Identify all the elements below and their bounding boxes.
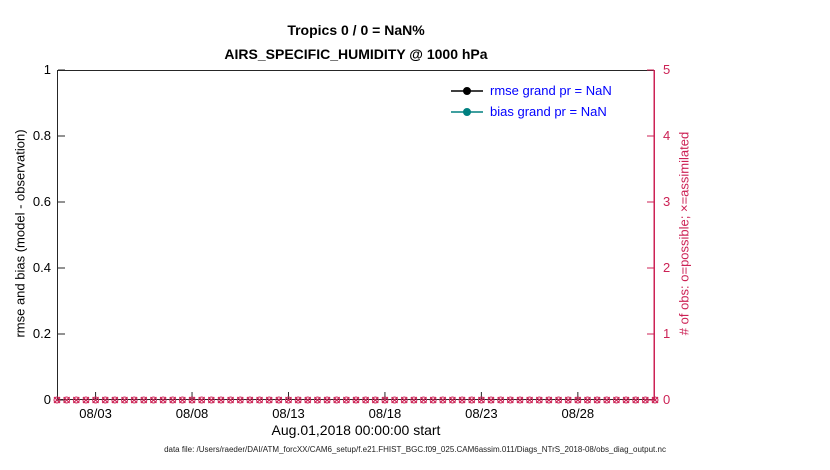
bias-line-sample [451, 107, 483, 116]
plot-title-line2: AIRS_SPECIFIC_HUMIDITY @ 1000 hPa [224, 46, 488, 62]
legend-label-rmse: rmse grand pr = NaN [490, 83, 612, 98]
plot-area [53, 69, 659, 404]
y-axis-label-left: rmse and bias (model - observation) [12, 129, 28, 338]
obs-assimilated-markers [53, 396, 659, 404]
y-tick-label-left: 1 [43, 62, 51, 77]
obs-possible-markers [53, 396, 659, 404]
y-tick-label-left: 0.8 [32, 128, 51, 143]
y-tick-label-right: 0 [663, 392, 671, 407]
y-tick-label-right: 5 [663, 62, 671, 77]
data-file-path: data file: /Users/raeder/DAI/ATM_forcXX/… [164, 445, 666, 454]
y-tick-label-right: 4 [663, 128, 671, 143]
legend-label-bias: bias grand pr = NaN [490, 104, 607, 119]
x-tick-label: 08/13 [272, 406, 305, 421]
tick-marks [58, 69, 654, 401]
x-tick-label: 08/28 [561, 406, 595, 421]
y-tick-label-left: 0.6 [32, 194, 51, 209]
rmse-line-sample [451, 86, 483, 95]
legend: rmse grand pr = NaN bias grand pr = NaN [450, 80, 612, 122]
y-tick-label-left: 0 [43, 392, 51, 407]
plot-title-line1: Tropics 0 / 0 = NaN% [287, 22, 425, 38]
legend-item-rmse: rmse grand pr = NaN [450, 80, 612, 101]
legend-item-bias: bias grand pr = NaN [450, 101, 612, 122]
x-tick-label: 08/18 [368, 406, 402, 421]
x-tick-label: 08/03 [79, 406, 112, 421]
plot-canvas [53, 69, 659, 404]
y-tick-label-right: 2 [663, 260, 671, 275]
y-tick-label-right: 1 [663, 326, 671, 341]
x-axis-label: Aug.01,2018 00:00:00 start [271, 422, 441, 438]
y-tick-label-left: 0.2 [32, 326, 51, 341]
y-tick-label-left: 0.4 [32, 260, 51, 275]
y-axis-label-right: # of obs: o=possible; ×=assimilated [676, 131, 692, 336]
y-tick-label-right: 3 [663, 194, 671, 209]
x-tick-label: 08/23 [465, 406, 498, 421]
x-tick-label: 08/08 [175, 406, 209, 421]
